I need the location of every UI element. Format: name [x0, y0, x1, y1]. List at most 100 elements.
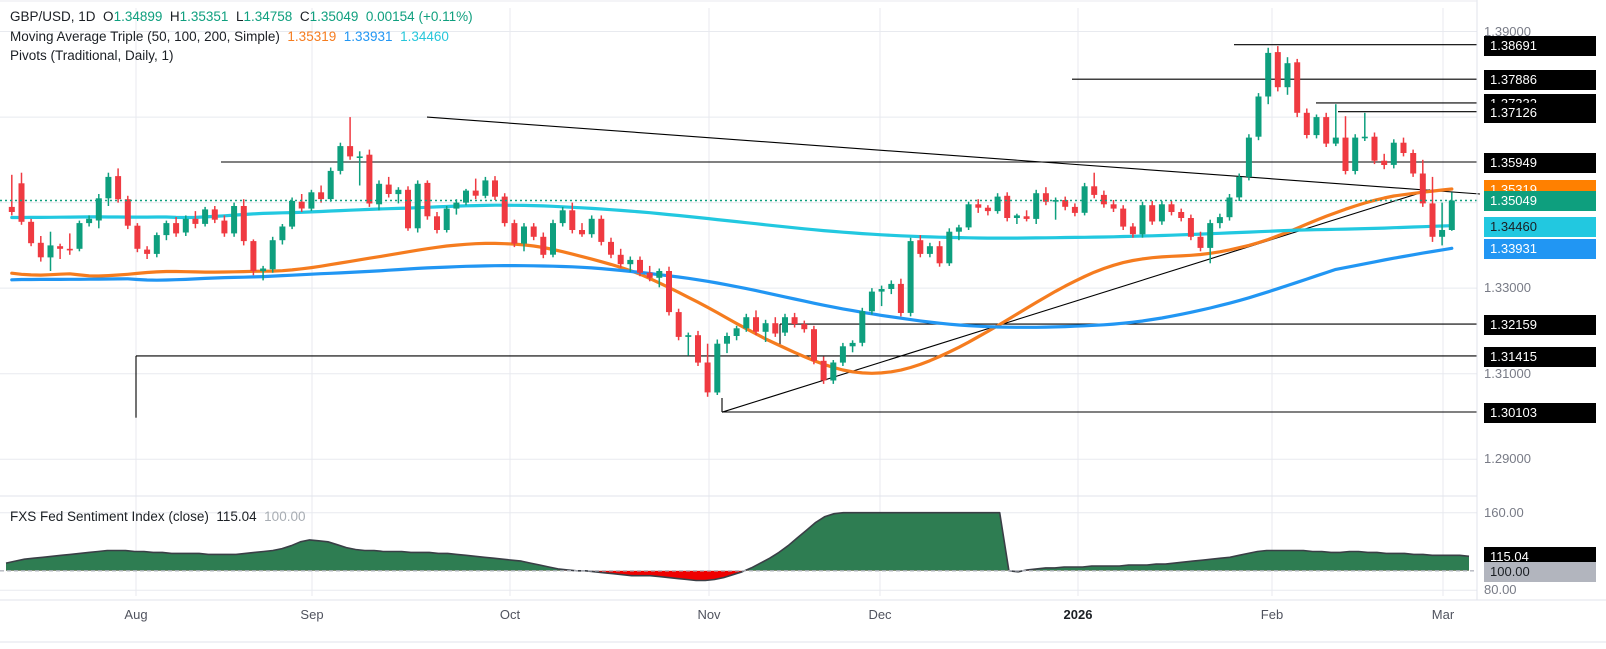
candle — [434, 212, 440, 234]
candle-body — [279, 226, 286, 241]
price-axis-tag[interactable]: 1.37126 — [1484, 102, 1596, 123]
candle-body — [666, 271, 672, 313]
candle-body — [975, 204, 982, 208]
candle — [414, 180, 421, 233]
candle-body — [424, 182, 431, 217]
time-axis-label[interactable]: Sep — [300, 607, 324, 622]
candle — [231, 202, 238, 237]
candle-body — [260, 268, 267, 272]
candle-body — [955, 227, 962, 232]
candle — [1216, 213, 1223, 229]
ma-50-line — [10, 187, 1454, 375]
candle — [569, 202, 576, 234]
price-axis-tag[interactable]: 1.34460 — [1484, 216, 1596, 237]
legend-ma-row[interactable]: Moving Average Triple (50, 100, 200, Sim… — [10, 27, 473, 47]
candle — [1013, 213, 1020, 224]
candle-body — [588, 218, 595, 235]
candle-body — [1023, 216, 1030, 219]
candle-body — [1207, 223, 1214, 248]
candle-body — [714, 343, 721, 393]
price-axis-tag[interactable]: 1.38691 — [1484, 35, 1596, 56]
candle-body — [1448, 200, 1455, 230]
time-axis-label[interactable]: Oct — [499, 607, 521, 622]
candle — [859, 307, 866, 347]
candle-body — [124, 199, 131, 226]
chart-legend: GBP/USD, 1D O1.34899 H1.35351 L1.34758 C… — [10, 7, 473, 66]
candle — [637, 256, 643, 277]
candle-body — [1245, 137, 1252, 177]
candle-body — [762, 323, 769, 332]
candle — [695, 330, 701, 366]
price-axis-tick-label: 1.31000 — [1484, 365, 1531, 381]
time-axis-label[interactable]: 2026 — [1063, 607, 1093, 622]
candle-body — [724, 336, 730, 344]
candle-body — [907, 241, 914, 313]
descending-resistance[interactable] — [426, 116, 1481, 195]
candle — [1274, 46, 1281, 92]
indicator-axis-tag[interactable]: 100.00 — [1484, 561, 1596, 582]
candle-body — [453, 202, 460, 209]
candle-body — [772, 323, 779, 334]
candle-body — [1410, 153, 1417, 174]
candle-body — [1390, 142, 1397, 165]
price-axis-tag[interactable]: 1.31415 — [1484, 346, 1596, 367]
candle-body — [1284, 63, 1291, 88]
legend-pivots-row[interactable]: Pivots (Traditional, Daily, 1) — [10, 46, 473, 66]
gridlines — [0, 8, 1477, 596]
candle-body — [1158, 204, 1165, 222]
candle — [511, 219, 518, 248]
candle-body — [917, 240, 924, 254]
candle-body — [1187, 218, 1194, 237]
candle-body — [830, 362, 837, 381]
candle — [1294, 58, 1301, 118]
candle-body — [733, 328, 740, 336]
legend-high-label: H — [169, 9, 180, 24]
candle-body — [269, 240, 276, 270]
time-axis-label[interactable]: Mar — [1431, 607, 1455, 622]
candle — [376, 180, 383, 211]
candle — [762, 319, 769, 342]
candle — [994, 193, 1001, 214]
legend-ma50-value: 1.35319 — [287, 28, 337, 44]
price-axis-tag[interactable]: 1.33931 — [1484, 239, 1596, 260]
candle-body — [1255, 96, 1262, 137]
price-axis-tag[interactable]: 1.35949 — [1484, 153, 1596, 173]
time-axis-label[interactable]: Aug — [124, 607, 148, 622]
indicator-title: FXS Fed Sentiment Index (close) — [10, 509, 209, 524]
candle — [675, 308, 682, 341]
time-axis-label[interactable]: Nov — [697, 607, 721, 622]
price-axis-tag[interactable]: 1.32159 — [1484, 315, 1596, 336]
legend-symbol-row[interactable]: GBP/USD, 1D O1.34899 H1.35351 L1.34758 C… — [10, 7, 473, 27]
candle — [955, 224, 962, 241]
ma-200-line — [10, 203, 1454, 240]
price-axis-tick-label: 1.29000 — [1484, 451, 1531, 467]
candle-body — [1342, 137, 1349, 171]
candle — [163, 220, 170, 241]
candle — [965, 201, 972, 230]
candle-body — [530, 226, 537, 237]
legend-ma-title: Moving Average Triple (50, 100, 200, Sim… — [10, 28, 280, 44]
candle-body — [1149, 205, 1156, 222]
legend-symbol: GBP/USD, 1D — [10, 9, 96, 24]
legend-low-value: 1.34758 — [243, 9, 293, 24]
legend-close-label: C — [299, 9, 310, 24]
candle-body — [926, 246, 933, 254]
indicator-value: 115.04 — [216, 509, 257, 524]
ascending-support[interactable] — [721, 189, 1431, 413]
candle-body — [627, 259, 634, 265]
candle — [134, 223, 141, 253]
candle-body — [105, 176, 112, 199]
candle-body — [946, 231, 953, 264]
candle — [598, 215, 605, 246]
time-axis-label[interactable]: Feb — [1260, 607, 1284, 622]
candle-body — [859, 311, 866, 343]
price-axis-tag[interactable]: 1.37886 — [1484, 70, 1596, 91]
time-axis-label[interactable]: Dec — [868, 607, 892, 622]
candle-body — [695, 335, 701, 363]
price-axis-tag[interactable]: 1.30103 — [1484, 403, 1596, 424]
price-axis-tag[interactable]: 1.35049 — [1484, 191, 1596, 212]
indicator-legend[interactable]: FXS Fed Sentiment Index (close) 115.04 1… — [10, 509, 305, 524]
candle — [839, 342, 846, 366]
candle-body — [1033, 193, 1040, 219]
